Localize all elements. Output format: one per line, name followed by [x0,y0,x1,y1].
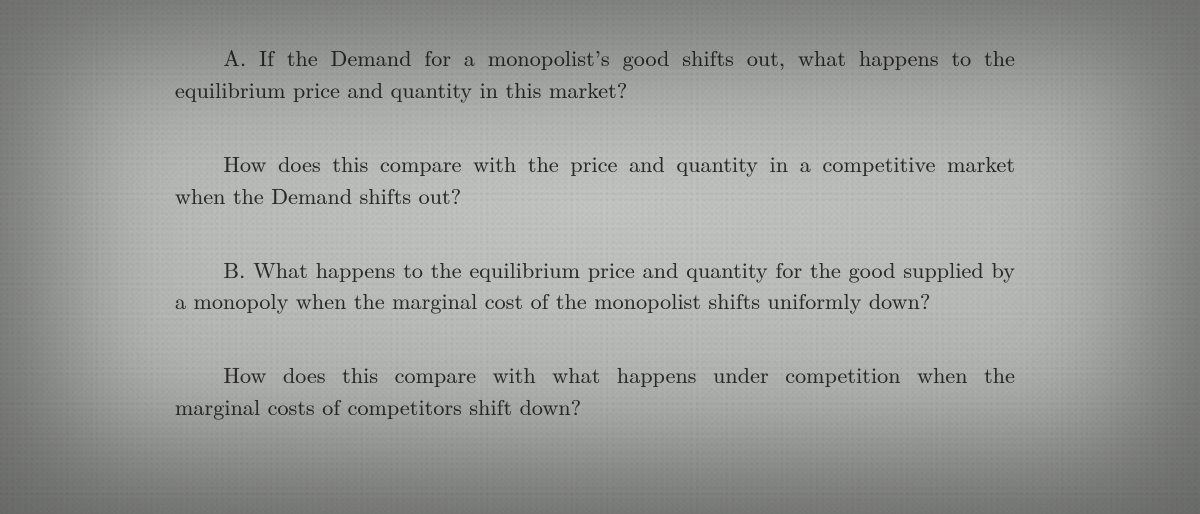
question-b-part2: How does this compare with what happens … [175,359,1015,423]
question-b-part1: B. What happens to the equilibrium price… [175,254,1015,318]
question-a-part2: How does this compare with the price and… [175,148,1015,212]
question-a-part1: A. If the Demand for a monopolist’s good… [175,42,1015,106]
textbook-page: A. If the Demand for a monopolist’s good… [175,20,1015,465]
